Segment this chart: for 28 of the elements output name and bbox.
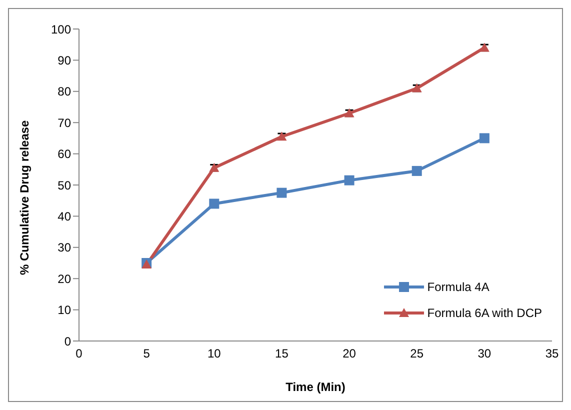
y-tick-label: 80 <box>58 84 72 99</box>
x-tick-label: 10 <box>207 346 222 361</box>
y-tick-label: 50 <box>58 178 72 192</box>
x-tick-label: 25 <box>410 346 424 361</box>
point <box>344 175 354 186</box>
y-axis-title: % Cumulative Drug release <box>17 120 32 275</box>
x-tick-label: 5 <box>143 346 150 361</box>
x-axis-title: Time (Min) <box>286 380 346 394</box>
x-tick-label: 0 <box>76 346 83 361</box>
y-tick-label: 0 <box>64 334 72 348</box>
y-tick-label: 60 <box>58 147 72 162</box>
x-tick-label: 15 <box>275 346 289 361</box>
x-tick-label: 35 <box>545 346 559 361</box>
x-tick-label: 20 <box>342 346 356 361</box>
point <box>479 133 490 144</box>
y-tick-label: 90 <box>58 53 72 68</box>
y-tick-label: 40 <box>58 209 72 224</box>
y-tick-label: 20 <box>58 272 72 286</box>
point <box>412 166 422 176</box>
point <box>276 188 287 198</box>
y-tick-label: 70 <box>58 116 72 130</box>
x-tick-label: 30 <box>478 346 492 361</box>
point <box>209 198 220 209</box>
legend-label: Formula 6A with DCP <box>427 305 542 322</box>
legend-label: Formula 4A <box>427 279 490 296</box>
y-tick-label: 30 <box>58 240 72 255</box>
y-tick-label: 10 <box>58 303 72 318</box>
y-tick-label: 100 <box>50 22 72 36</box>
